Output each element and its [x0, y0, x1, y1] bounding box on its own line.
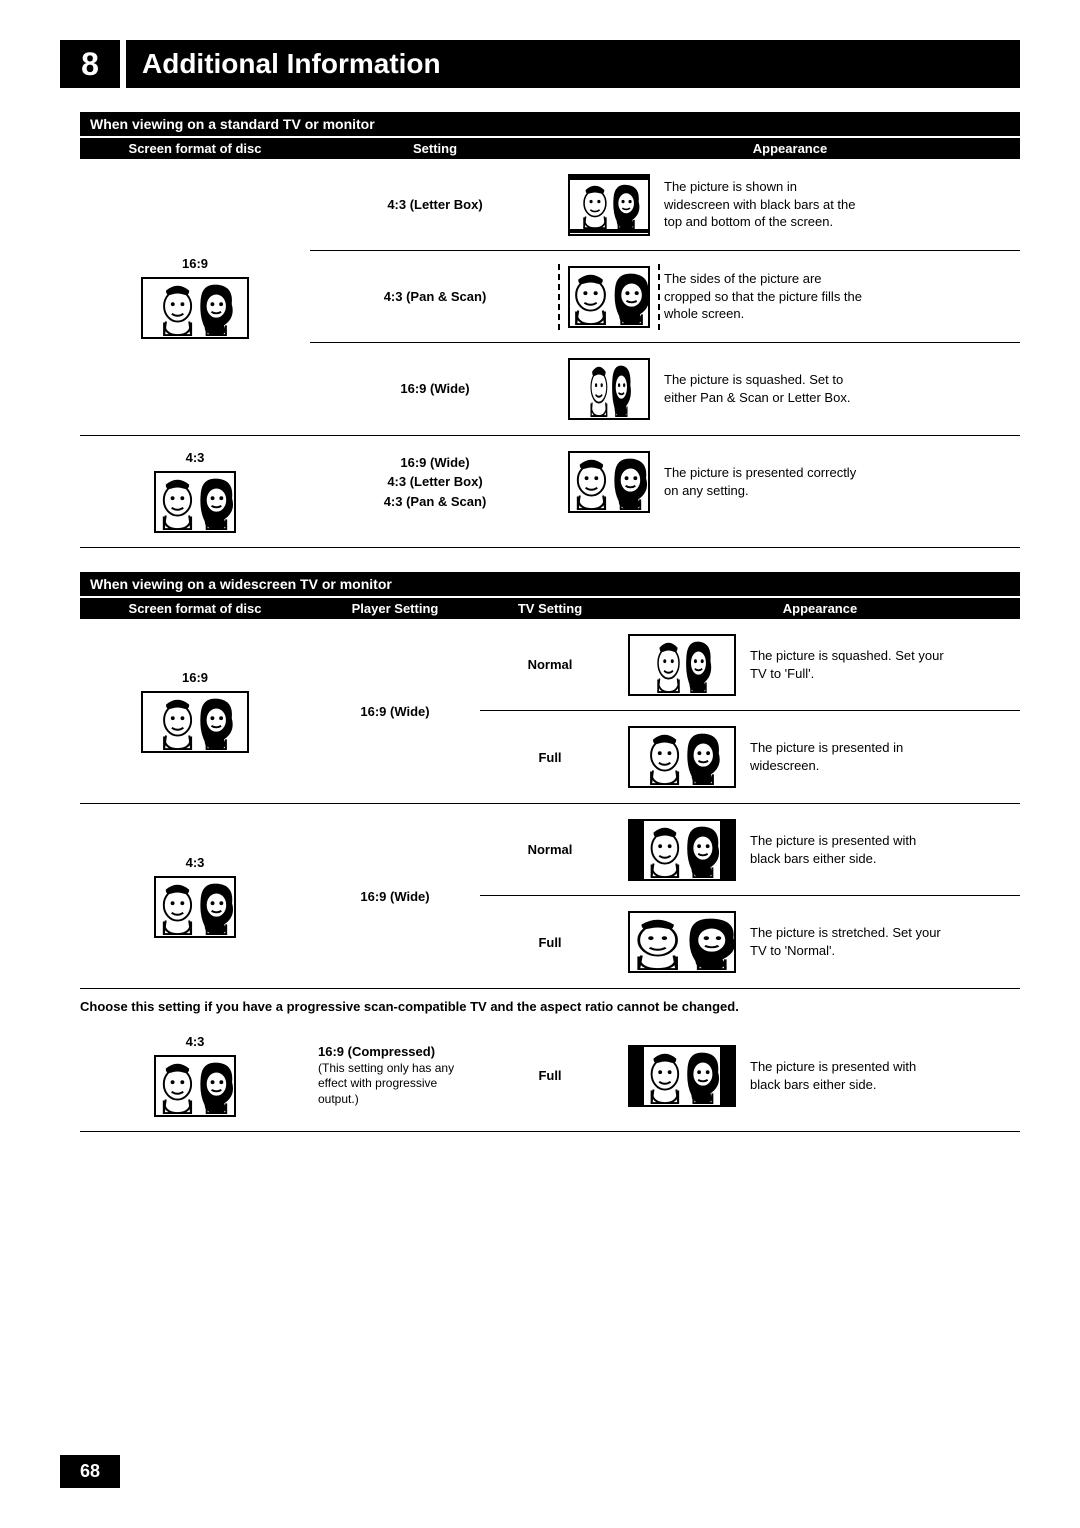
- disc-format-cell: 4:3: [80, 1020, 310, 1131]
- appearance-illustration: [628, 726, 736, 788]
- table2-body: 16:9 16:9 (Wide) Normal The picture is s…: [80, 619, 1020, 989]
- appearance-cell: The picture is shown in widescreen with …: [560, 159, 1020, 250]
- disc-format-cell: 4:3: [80, 436, 310, 547]
- appearance-illustration-pillarbox: [628, 819, 736, 881]
- appearance-text: The picture is presented correctly on an…: [664, 464, 864, 499]
- chapter-number: 8: [60, 40, 120, 88]
- appearance-illustration-pillarbox: [628, 1045, 736, 1107]
- appearance-illustration-squashed: [568, 358, 650, 420]
- page-number: 68: [60, 1455, 120, 1488]
- appearance-illustration-stretched: [628, 911, 736, 973]
- appearance-cell: The picture is stretched. Set your TV to…: [620, 896, 1020, 988]
- table-row: 4:3 16:9 (Wide) Normal The picture is pr…: [80, 804, 1020, 989]
- appearance-cell: The picture is presented with black bars…: [620, 804, 1020, 895]
- table1-body: 16:9 4:3 (Letter Box) The picture is sho…: [80, 159, 1020, 548]
- appearance-cell: The picture is presented correctly on an…: [560, 436, 1020, 528]
- setting-cell: 16:9 (Wide): [310, 343, 560, 435]
- col-header-appearance: Appearance: [560, 138, 1020, 159]
- appearance-cell: The picture is presented with black bars…: [620, 1020, 1020, 1131]
- setting-cell: 4:3 (Pan & Scan): [310, 251, 560, 342]
- player-setting-note: (This setting only has any effect with p…: [318, 1061, 472, 1108]
- disc-illustration-43: [154, 1055, 236, 1117]
- appearance-cell: The picture is squashed. Set your TV to …: [620, 619, 1020, 710]
- table2-caption: When viewing on a widescreen TV or monit…: [80, 572, 1020, 596]
- appearance-text: The picture is squashed. Set to either P…: [664, 371, 864, 406]
- table-row: 16:9 4:3 (Letter Box) The picture is sho…: [80, 159, 1020, 436]
- disc-illustration-169: [141, 691, 249, 753]
- appearance-text: The picture is shown in widescreen with …: [664, 178, 864, 231]
- appearance-text: The picture is presented in widescreen.: [750, 739, 950, 774]
- appearance-cell: The sides of the picture are cropped so …: [560, 251, 1020, 342]
- table-row: 16:9 16:9 (Wide) Normal The picture is s…: [80, 619, 1020, 804]
- disc-illustration-43: [154, 471, 236, 533]
- col-header-disc: Screen format of disc: [80, 598, 310, 619]
- appearance-text: The picture is presented with black bars…: [750, 1058, 950, 1093]
- disc-label: 4:3: [186, 450, 205, 465]
- player-setting-cell: 16:9 (Wide): [310, 804, 480, 988]
- disc-format-cell: 16:9: [80, 159, 310, 435]
- appearance-cell: The picture is squashed. Set to either P…: [560, 343, 1020, 435]
- table1-header-row: Screen format of disc Setting Appearance: [80, 138, 1020, 159]
- appearance-text: The picture is presented with black bars…: [750, 832, 950, 867]
- tv-setting-cell: Normal: [480, 619, 620, 710]
- tv-setting-cell: Full: [480, 711, 620, 803]
- appearance-illustration-squashed: [628, 634, 736, 696]
- table-row: 4:3 16:9 (Wide) 4:3 (Letter Box) 4:3 (Pa…: [80, 436, 1020, 548]
- disc-label: 16:9: [182, 256, 208, 271]
- table1-caption: When viewing on a standard TV or monitor: [80, 112, 1020, 136]
- appearance-cell: The picture is presented in widescreen.: [620, 711, 1020, 803]
- col-header-tv: TV Setting: [480, 598, 620, 619]
- appearance-illustration-letterbox: [568, 174, 650, 236]
- disc-illustration-169: [141, 277, 249, 339]
- col-header-appearance: Appearance: [620, 598, 1020, 619]
- tv-setting-cell: Full: [480, 1020, 620, 1131]
- disc-format-cell: 4:3: [80, 804, 310, 988]
- appearance-text: The picture is squashed. Set your TV to …: [750, 647, 950, 682]
- col-header-setting: Setting: [310, 138, 560, 159]
- player-setting-cell: 16:9 (Wide): [310, 619, 480, 803]
- appearance-text: The sides of the picture are cropped so …: [664, 270, 864, 323]
- appearance-text: The picture is stretched. Set your TV to…: [750, 924, 950, 959]
- setting-cell: 4:3 (Letter Box): [310, 159, 560, 250]
- col-header-player: Player Setting: [310, 598, 480, 619]
- disc-label: 16:9: [182, 670, 208, 685]
- disc-label: 4:3: [186, 1034, 205, 1049]
- appearance-illustration: [568, 451, 650, 513]
- table-row: 4:3 16:9 (Compressed) (This setting only…: [80, 1020, 1020, 1132]
- player-setting-cell: 16:9 (Compressed) (This setting only has…: [310, 1020, 480, 1131]
- disc-label: 4:3: [186, 855, 205, 870]
- table2-body-extra: 4:3 16:9 (Compressed) (This setting only…: [80, 1020, 1020, 1132]
- setting-cell: 16:9 (Wide) 4:3 (Letter Box) 4:3 (Pan & …: [310, 436, 560, 528]
- progressive-note: Choose this setting if you have a progre…: [80, 999, 1020, 1014]
- disc-illustration-43: [154, 876, 236, 938]
- tv-setting-cell: Full: [480, 896, 620, 988]
- appearance-illustration-panscan: [568, 266, 650, 328]
- table2-header-row: Screen format of disc Player Setting TV …: [80, 598, 1020, 619]
- disc-format-cell: 16:9: [80, 619, 310, 803]
- chapter-title: Additional Information: [126, 40, 1020, 88]
- col-header-disc: Screen format of disc: [80, 138, 310, 159]
- tv-setting-cell: Normal: [480, 804, 620, 895]
- chapter-header: 8 Additional Information: [60, 40, 1020, 88]
